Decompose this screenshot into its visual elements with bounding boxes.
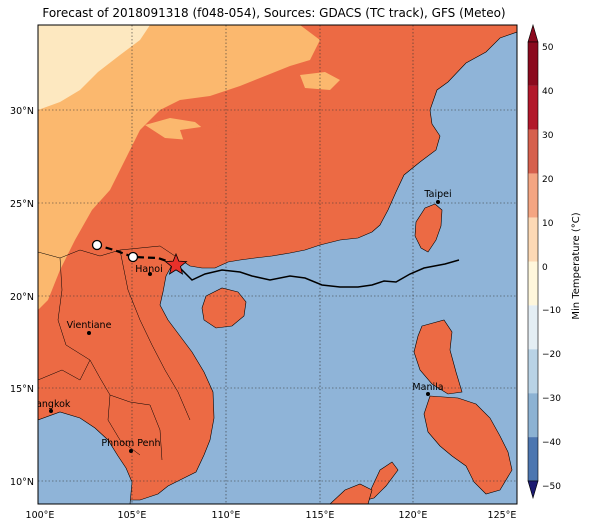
colorbar-tick: 20 bbox=[542, 175, 554, 185]
x-axis-ticks: 100°E 105°E 110°E 115°E 120°E 125°E bbox=[26, 510, 517, 521]
colorbar-segment bbox=[528, 129, 538, 174]
colorbar-segment bbox=[528, 261, 538, 306]
philippines-south bbox=[423, 395, 513, 495]
colorbar-label: Min Temperature (°C) bbox=[571, 212, 582, 319]
colorbar-segment bbox=[528, 393, 538, 438]
colorbar-tick: 10 bbox=[542, 219, 554, 229]
y-tick-label: 25°N bbox=[10, 199, 34, 210]
track-forecast-point bbox=[91, 239, 103, 251]
city-label-hanoi: Hanoi bbox=[135, 264, 162, 275]
colorbar-segment bbox=[528, 305, 538, 350]
colorbar-tick: 40 bbox=[542, 87, 554, 97]
x-tick-label: 125°E bbox=[488, 510, 517, 521]
colorbar-segment bbox=[528, 349, 538, 394]
map-frame bbox=[37, 24, 518, 505]
city-label-phnom-penh: Phnom Penh bbox=[101, 438, 160, 449]
cold-region-northwest bbox=[38, 25, 150, 110]
borneo-tip bbox=[329, 483, 373, 504]
map-title: Forecast of 2018091318 (f048-054), Sourc… bbox=[42, 6, 506, 20]
city-markers bbox=[49, 200, 440, 453]
map-panel: Taipei Hanoi Vientiane Manila Bangkok Ph… bbox=[30, 25, 517, 504]
colorbar-segment bbox=[528, 85, 538, 130]
warm-patch-1 bbox=[180, 125, 240, 152]
colorbar-tick: −20 bbox=[542, 350, 561, 360]
colorbar-segment bbox=[528, 42, 538, 86]
colorbar-tick: −10 bbox=[542, 306, 561, 316]
colorbar-segment bbox=[528, 437, 538, 481]
x-tick-label: 115°E bbox=[306, 510, 335, 521]
y-tick-label: 15°N bbox=[10, 384, 34, 395]
tc-track-observed bbox=[175, 259, 460, 288]
country-borders bbox=[38, 245, 191, 461]
y-tick-label: 20°N bbox=[10, 292, 34, 303]
colorbar: 50 40 30 20 10 0 −10 −20 −30 −40 −50 Min… bbox=[527, 23, 582, 500]
philippines-luzon bbox=[413, 319, 463, 395]
track-forecast-point bbox=[127, 251, 139, 263]
x-tick-label: 120°E bbox=[399, 510, 428, 521]
y-tick-label: 10°N bbox=[10, 477, 34, 488]
x-tick-label: 105°E bbox=[118, 510, 147, 521]
taiwan-island bbox=[414, 203, 443, 253]
x-tick-label: 110°E bbox=[212, 510, 241, 521]
colorbar-tick: 30 bbox=[542, 131, 554, 141]
city-label-manila: Manila bbox=[412, 382, 443, 393]
colorbar-tick: 50 bbox=[542, 43, 554, 53]
colorbar-segment bbox=[528, 217, 538, 262]
cool-region-north bbox=[38, 25, 320, 310]
city-label-vientiane: Vientiane bbox=[67, 320, 112, 331]
colorbar-tick: −50 bbox=[542, 482, 561, 492]
colorbar-tick: −30 bbox=[542, 394, 561, 404]
city-label-bangkok: Bangkok bbox=[30, 399, 71, 410]
colorbar-tick: 0 bbox=[542, 263, 548, 273]
colorbar-segment bbox=[528, 173, 538, 218]
colorbar-tick: −40 bbox=[542, 438, 561, 448]
storm-position-star bbox=[164, 252, 188, 275]
colorbar-bottom-extend bbox=[527, 480, 539, 500]
y-tick-label: 30°N bbox=[10, 106, 34, 117]
hainan-island bbox=[201, 287, 247, 329]
city-label-taipei: Taipei bbox=[423, 189, 451, 200]
y-axis-ticks: 30°N 25°N 20°N 15°N 10°N bbox=[10, 106, 34, 488]
mainland-land bbox=[38, 25, 517, 504]
tc-track-forecast bbox=[96, 243, 177, 266]
x-tick-label: 100°E bbox=[26, 510, 55, 521]
colorbar-top-extend bbox=[527, 23, 539, 43]
